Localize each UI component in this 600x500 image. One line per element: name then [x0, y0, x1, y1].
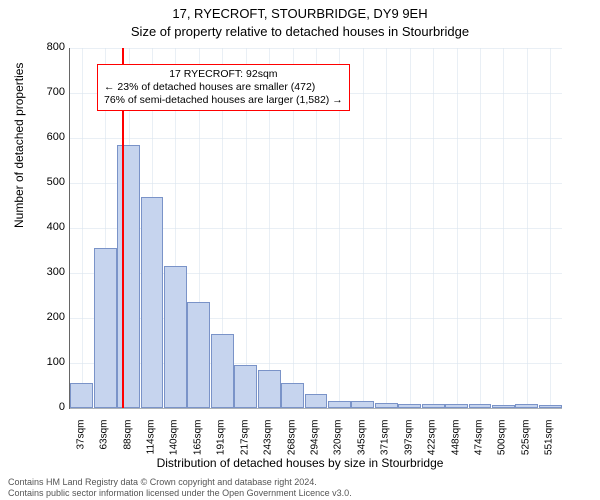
x-tick-label: 165sqm [192, 420, 203, 480]
gridline-h [70, 408, 562, 409]
histogram-bar [305, 394, 328, 408]
x-tick-label: 500sqm [497, 420, 508, 480]
x-tick-label: 551sqm [544, 420, 555, 480]
gridline-v [457, 48, 458, 408]
footer-line-2: Contains public sector information licen… [8, 488, 352, 498]
annotation-line-2: ← 23% of detached houses are smaller (47… [104, 81, 343, 94]
histogram-bar [187, 302, 210, 408]
y-tick-label: 300 [25, 266, 65, 278]
x-tick-label: 140sqm [169, 420, 180, 480]
histogram-bar [94, 248, 117, 408]
histogram-bar [211, 334, 234, 408]
y-tick-label: 200 [25, 311, 65, 323]
x-tick-label: 88sqm [122, 420, 133, 480]
gridline-v [550, 48, 551, 408]
histogram-bar [258, 370, 281, 408]
histogram-bar [234, 365, 257, 408]
x-tick-label: 63sqm [99, 420, 110, 480]
histogram-bar [141, 197, 164, 409]
histogram-bar [539, 405, 562, 408]
histogram-bar [469, 404, 492, 409]
x-tick-label: 217sqm [239, 420, 250, 480]
y-tick-label: 600 [25, 131, 65, 143]
gridline-v [410, 48, 411, 408]
histogram-bar [445, 404, 468, 408]
gridline-v [527, 48, 528, 408]
y-tick-label: 100 [25, 356, 65, 368]
y-tick-label: 500 [25, 176, 65, 188]
histogram-bar [492, 405, 515, 408]
histogram-bar [70, 383, 93, 408]
histogram-bar [375, 403, 398, 408]
figure: 17, RYECROFT, STOURBRIDGE, DY9 9EH Size … [0, 0, 600, 500]
annotation-line-3: 76% of semi-detached houses are larger (… [104, 94, 343, 107]
y-tick-label: 400 [25, 221, 65, 233]
histogram-bar [515, 404, 538, 409]
x-tick-label: 422sqm [427, 420, 438, 480]
footer: Contains HM Land Registry data © Crown c… [8, 477, 352, 498]
x-tick-label: 114sqm [146, 420, 157, 480]
gridline-v [82, 48, 83, 408]
x-tick-label: 448sqm [450, 420, 461, 480]
histogram-bar [398, 404, 421, 409]
x-tick-label: 294sqm [310, 420, 321, 480]
y-tick-label: 0 [25, 401, 65, 413]
title-line-2: Size of property relative to detached ho… [0, 24, 600, 39]
histogram-bar [281, 383, 304, 408]
x-axis-label: Distribution of detached houses by size … [0, 456, 600, 470]
title-line-1: 17, RYECROFT, STOURBRIDGE, DY9 9EH [0, 6, 600, 21]
plot-area: 17 RYECROFT: 92sqm ← 23% of detached hou… [69, 48, 562, 409]
annotation-line-1: 17 RYECROFT: 92sqm [104, 68, 343, 81]
histogram-bar [117, 145, 140, 408]
x-tick-label: 191sqm [216, 420, 227, 480]
gridline-v [386, 48, 387, 408]
gridline-v [363, 48, 364, 408]
annotation-box: 17 RYECROFT: 92sqm ← 23% of detached hou… [97, 64, 350, 111]
x-tick-label: 525sqm [520, 420, 531, 480]
x-tick-label: 371sqm [380, 420, 391, 480]
gridline-v [480, 48, 481, 408]
histogram-bar [164, 266, 187, 408]
x-tick-label: 37sqm [75, 420, 86, 480]
x-tick-label: 345sqm [356, 420, 367, 480]
footer-line-1: Contains HM Land Registry data © Crown c… [8, 477, 352, 487]
y-axis-label: Number of detached properties [12, 63, 26, 228]
y-tick-label: 800 [25, 41, 65, 53]
y-tick-label: 700 [25, 86, 65, 98]
histogram-bar [328, 401, 351, 408]
histogram-bar [422, 404, 445, 408]
x-tick-label: 243sqm [263, 420, 274, 480]
x-tick-label: 397sqm [403, 420, 414, 480]
x-tick-label: 474sqm [474, 420, 485, 480]
x-tick-label: 320sqm [333, 420, 344, 480]
histogram-bar [351, 401, 374, 408]
gridline-v [503, 48, 504, 408]
x-tick-label: 268sqm [286, 420, 297, 480]
gridline-v [433, 48, 434, 408]
